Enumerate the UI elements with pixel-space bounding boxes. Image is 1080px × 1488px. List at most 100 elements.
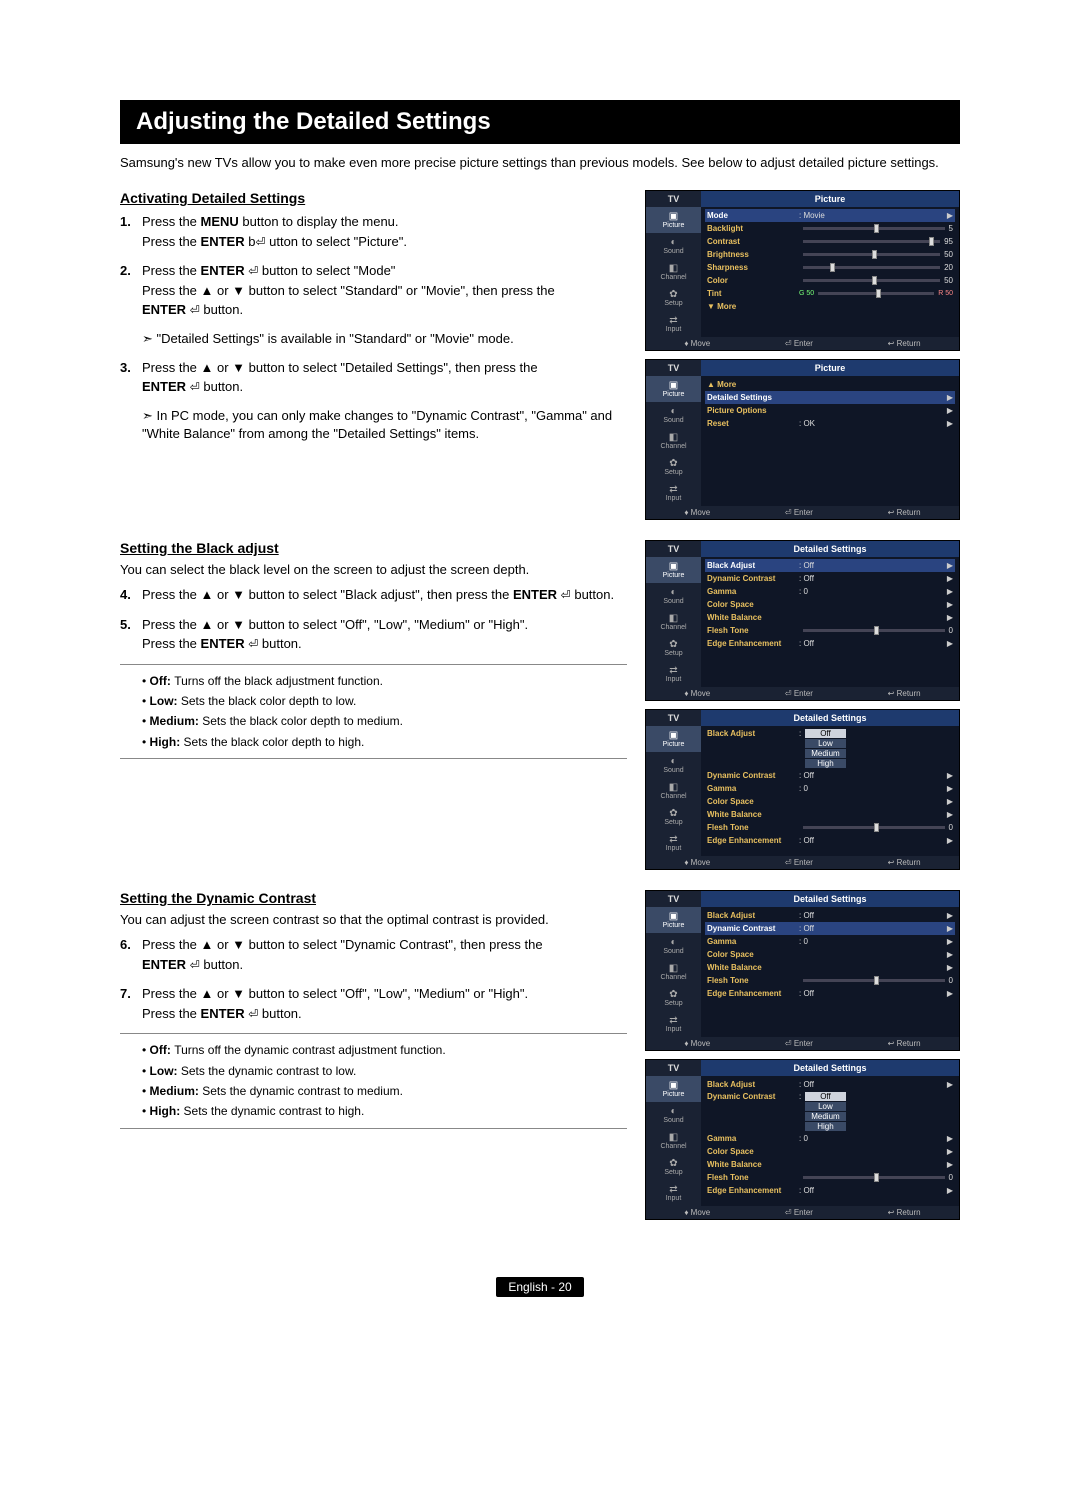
osd-option[interactable]: High bbox=[805, 759, 845, 768]
osd-option[interactable]: Off bbox=[805, 1092, 845, 1101]
osd-option[interactable]: Medium bbox=[805, 1112, 845, 1121]
osd-row[interactable]: Dynamic Contrast: Off▶ bbox=[705, 572, 955, 585]
osd-side-item[interactable]: ✿Setup bbox=[646, 454, 701, 480]
osd-side-item[interactable]: ◧Channel bbox=[646, 778, 701, 804]
osd-row[interactable]: Edge Enhancement: Off▶ bbox=[705, 1184, 955, 1197]
osd-row[interactable]: Gamma: 0▶ bbox=[705, 782, 955, 795]
slider[interactable] bbox=[818, 292, 934, 295]
text: Press the bbox=[142, 636, 201, 651]
osd-side-item[interactable]: ◧Channel bbox=[646, 959, 701, 985]
osd-row[interactable]: Flesh Tone0 bbox=[705, 624, 955, 637]
slider[interactable] bbox=[803, 279, 940, 282]
osd-side-item[interactable]: ⇄Input bbox=[646, 1180, 701, 1206]
osd-side-item[interactable]: ▣Picture bbox=[646, 376, 701, 402]
osd-row[interactable]: Flesh Tone0 bbox=[705, 1171, 955, 1184]
osd-option[interactable]: Medium bbox=[805, 749, 845, 758]
slider[interactable] bbox=[803, 1176, 945, 1179]
osd-row[interactable]: Dynamic Contrast: Off▶ bbox=[705, 922, 955, 935]
osd-side-item[interactable]: ▣Picture bbox=[646, 1076, 701, 1102]
osd-side-item[interactable]: ▣Picture bbox=[646, 557, 701, 583]
osd-side-item[interactable]: ◧Channel bbox=[646, 609, 701, 635]
osd-side-item[interactable]: ▣Picture bbox=[646, 207, 701, 233]
note-1: "Detailed Settings" is available in "Sta… bbox=[120, 330, 627, 348]
osd-row[interactable]: White Balance▶ bbox=[705, 1158, 955, 1171]
slider[interactable] bbox=[803, 240, 940, 243]
osd-row[interactable]: Gamma: 0▶ bbox=[705, 585, 955, 598]
osd-option[interactable]: Low bbox=[805, 1102, 845, 1111]
osd-row-more[interactable]: ▲ More bbox=[705, 378, 955, 391]
osd-side-item[interactable]: ◐Sound bbox=[646, 583, 701, 609]
osd-row[interactable]: Color Space▶ bbox=[705, 598, 955, 611]
slider-thumb[interactable] bbox=[872, 276, 877, 285]
osd-side-item[interactable]: ⇄Input bbox=[646, 480, 701, 506]
osd-side-item[interactable]: ⇄Input bbox=[646, 830, 701, 856]
osd-row[interactable]: Color Space▶ bbox=[705, 1145, 955, 1158]
osd-row[interactable]: White Balance▶ bbox=[705, 808, 955, 821]
slider[interactable] bbox=[803, 826, 945, 829]
osd-row[interactable]: Edge Enhancement: Off▶ bbox=[705, 834, 955, 847]
osd-side-item[interactable]: ◐Sound bbox=[646, 233, 701, 259]
osd-row-picture-options[interactable]: Picture Options▶ bbox=[705, 404, 955, 417]
slider-thumb[interactable] bbox=[874, 1173, 879, 1182]
slider[interactable] bbox=[803, 629, 945, 632]
slider-thumb[interactable] bbox=[874, 823, 879, 832]
osd-side-item[interactable]: ◐Sound bbox=[646, 933, 701, 959]
slider[interactable] bbox=[803, 253, 940, 256]
osd-row-more[interactable]: ▼ More bbox=[705, 300, 955, 313]
osd-side-item[interactable]: ◐Sound bbox=[646, 1102, 701, 1128]
osd-side-item[interactable]: ✿Setup bbox=[646, 285, 701, 311]
osd-side-item[interactable]: ◧Channel bbox=[646, 1128, 701, 1154]
osd-row[interactable]: Black Adjust: Off▶ bbox=[705, 909, 955, 922]
osd-row[interactable]: Dynamic Contrast: OffLowMediumHigh bbox=[705, 1091, 955, 1132]
osd-row[interactable]: White Balance▶ bbox=[705, 611, 955, 624]
slider-thumb[interactable] bbox=[929, 237, 934, 246]
slider-thumb[interactable] bbox=[876, 289, 881, 298]
slider-thumb[interactable] bbox=[874, 224, 879, 233]
osd-row-detailed-settings[interactable]: Detailed Settings▶ bbox=[705, 391, 955, 404]
osd-row-backlight[interactable]: Backlight5 bbox=[705, 222, 955, 235]
slider-thumb[interactable] bbox=[830, 263, 835, 272]
osd-side-item[interactable]: ✿Setup bbox=[646, 804, 701, 830]
osd-side-item[interactable]: ◐Sound bbox=[646, 752, 701, 778]
osd-side-item[interactable]: ◧Channel bbox=[646, 259, 701, 285]
osd-row[interactable]: Gamma: 0▶ bbox=[705, 1132, 955, 1145]
osd-side-item[interactable]: ▣Picture bbox=[646, 726, 701, 752]
osd-side-item[interactable]: ⇄Input bbox=[646, 661, 701, 687]
osd-row-reset[interactable]: Reset: OK▶ bbox=[705, 417, 955, 430]
slider-thumb[interactable] bbox=[874, 976, 879, 985]
osd-row[interactable]: Flesh Tone0 bbox=[705, 974, 955, 987]
osd-side-item[interactable]: ⇄Input bbox=[646, 311, 701, 337]
osd-side-item[interactable]: ▣Picture bbox=[646, 907, 701, 933]
osd-row[interactable]: White Balance▶ bbox=[705, 961, 955, 974]
osd-row-tint[interactable]: TintG 50R 50 bbox=[705, 287, 955, 300]
osd-row-color[interactable]: Color50 bbox=[705, 274, 955, 287]
osd-row[interactable]: Edge Enhancement: Off▶ bbox=[705, 637, 955, 650]
slider-thumb[interactable] bbox=[872, 250, 877, 259]
osd-row[interactable]: Edge Enhancement: Off▶ bbox=[705, 987, 955, 1000]
slider[interactable] bbox=[803, 227, 945, 230]
osd-row-contrast[interactable]: Contrast95 bbox=[705, 235, 955, 248]
osd-row-sharpness[interactable]: Sharpness20 bbox=[705, 261, 955, 274]
osd-row-brightness[interactable]: Brightness50 bbox=[705, 248, 955, 261]
osd-row[interactable]: Gamma: 0▶ bbox=[705, 935, 955, 948]
slider[interactable] bbox=[803, 266, 940, 269]
osd-row[interactable]: Flesh Tone0 bbox=[705, 821, 955, 834]
osd-row[interactable]: Color Space▶ bbox=[705, 948, 955, 961]
osd-side-item[interactable]: ⇄Input bbox=[646, 1011, 701, 1037]
slider[interactable] bbox=[803, 979, 945, 982]
osd-side-item[interactable]: ✿Setup bbox=[646, 635, 701, 661]
osd-option[interactable]: High bbox=[805, 1122, 845, 1131]
osd-row[interactable]: Color Space▶ bbox=[705, 795, 955, 808]
osd-row[interactable]: Dynamic Contrast: Off▶ bbox=[705, 769, 955, 782]
osd-row[interactable]: Black Adjust: Off▶ bbox=[705, 1078, 955, 1091]
osd-row-mode[interactable]: Mode: Movie▶ bbox=[705, 209, 955, 222]
osd-side-item[interactable]: ◧Channel bbox=[646, 428, 701, 454]
osd-side-item[interactable]: ✿Setup bbox=[646, 985, 701, 1011]
osd-side-item[interactable]: ✿Setup bbox=[646, 1154, 701, 1180]
osd-option[interactable]: Low bbox=[805, 739, 845, 748]
osd-row[interactable]: Black Adjust: Off▶ bbox=[705, 559, 955, 572]
osd-row[interactable]: Black Adjust: OffLowMediumHigh bbox=[705, 728, 955, 769]
osd-option[interactable]: Off bbox=[805, 729, 845, 738]
slider-thumb[interactable] bbox=[874, 626, 879, 635]
osd-side-item[interactable]: ◐Sound bbox=[646, 402, 701, 428]
